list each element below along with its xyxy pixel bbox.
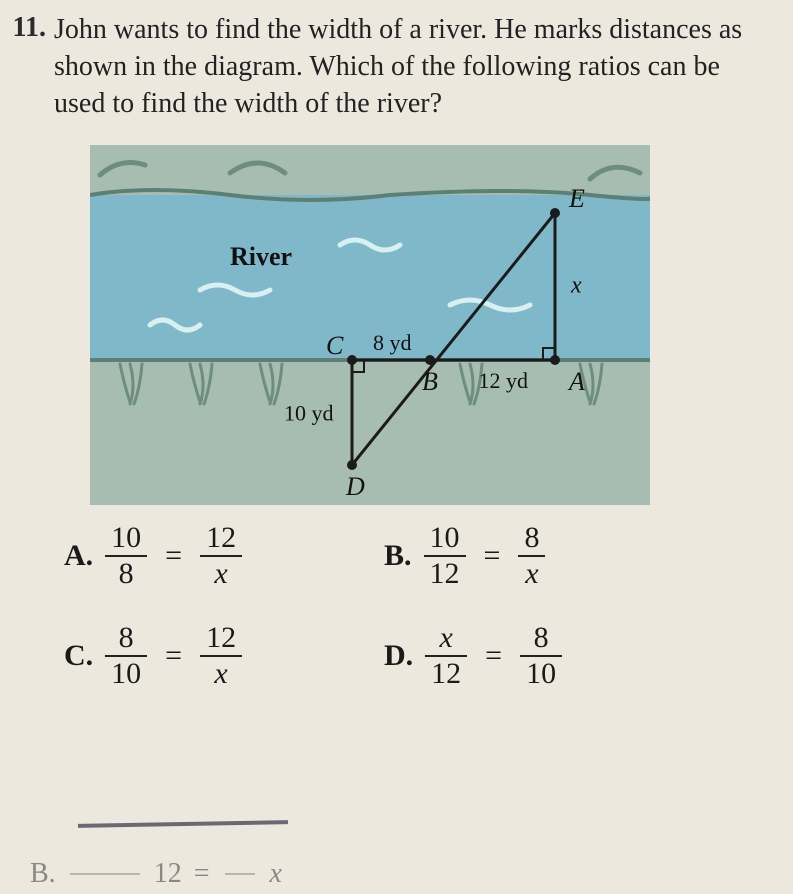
page: 11. John wants to find the width of a ri… xyxy=(0,0,793,894)
fraction: 10 12 xyxy=(424,523,466,589)
question-number: 11. xyxy=(0,12,54,44)
choice-d[interactable]: D. x 12 = 8 10 xyxy=(384,623,704,689)
equals: = xyxy=(159,639,188,673)
question-text: John wants to find the width of a river.… xyxy=(54,12,765,123)
svg-text:x: x xyxy=(570,272,582,298)
ghost-letter: B. xyxy=(30,858,56,890)
fraction: 8 10 xyxy=(105,623,147,689)
strikethrough-mark xyxy=(78,820,288,830)
choice-letter: B. xyxy=(384,539,412,573)
choice-letter: A. xyxy=(64,539,93,573)
svg-text:C: C xyxy=(326,331,344,360)
svg-text:10 yd: 10 yd xyxy=(284,400,334,425)
fraction: 8 x xyxy=(518,523,545,589)
ghost-choice-b-cropped: B. 12 = x xyxy=(30,858,282,890)
svg-text:12 yd: 12 yd xyxy=(479,368,529,393)
svg-text:E: E xyxy=(568,184,585,213)
svg-text:8 yd: 8 yd xyxy=(373,330,412,355)
choice-a[interactable]: A. 10 8 = 12 x xyxy=(64,523,384,589)
question-row: 11. John wants to find the width of a ri… xyxy=(0,12,765,123)
choice-c[interactable]: C. 8 10 = 12 x xyxy=(64,623,384,689)
choice-letter: D. xyxy=(384,639,413,673)
equals: = xyxy=(159,539,188,573)
svg-text:River: River xyxy=(230,242,292,271)
fraction: 12 x xyxy=(200,623,242,689)
river-diagram: River E A B C D 8 yd 12 yd 10 yd x xyxy=(90,145,650,505)
fraction: 8 10 xyxy=(520,623,562,689)
equals: = xyxy=(478,539,507,573)
choice-letter: C. xyxy=(64,639,93,673)
choice-b[interactable]: B. 10 12 = 8 x xyxy=(384,523,704,589)
equals: = xyxy=(479,639,508,673)
svg-text:B: B xyxy=(422,367,438,396)
fraction: 10 8 xyxy=(105,523,147,589)
answer-choices: A. 10 8 = 12 x B. 10 12 = 8 x C. xyxy=(64,523,765,689)
svg-text:A: A xyxy=(567,367,585,396)
fraction: x 12 xyxy=(425,623,467,689)
svg-text:D: D xyxy=(345,472,365,501)
fraction: 12 x xyxy=(200,523,242,589)
